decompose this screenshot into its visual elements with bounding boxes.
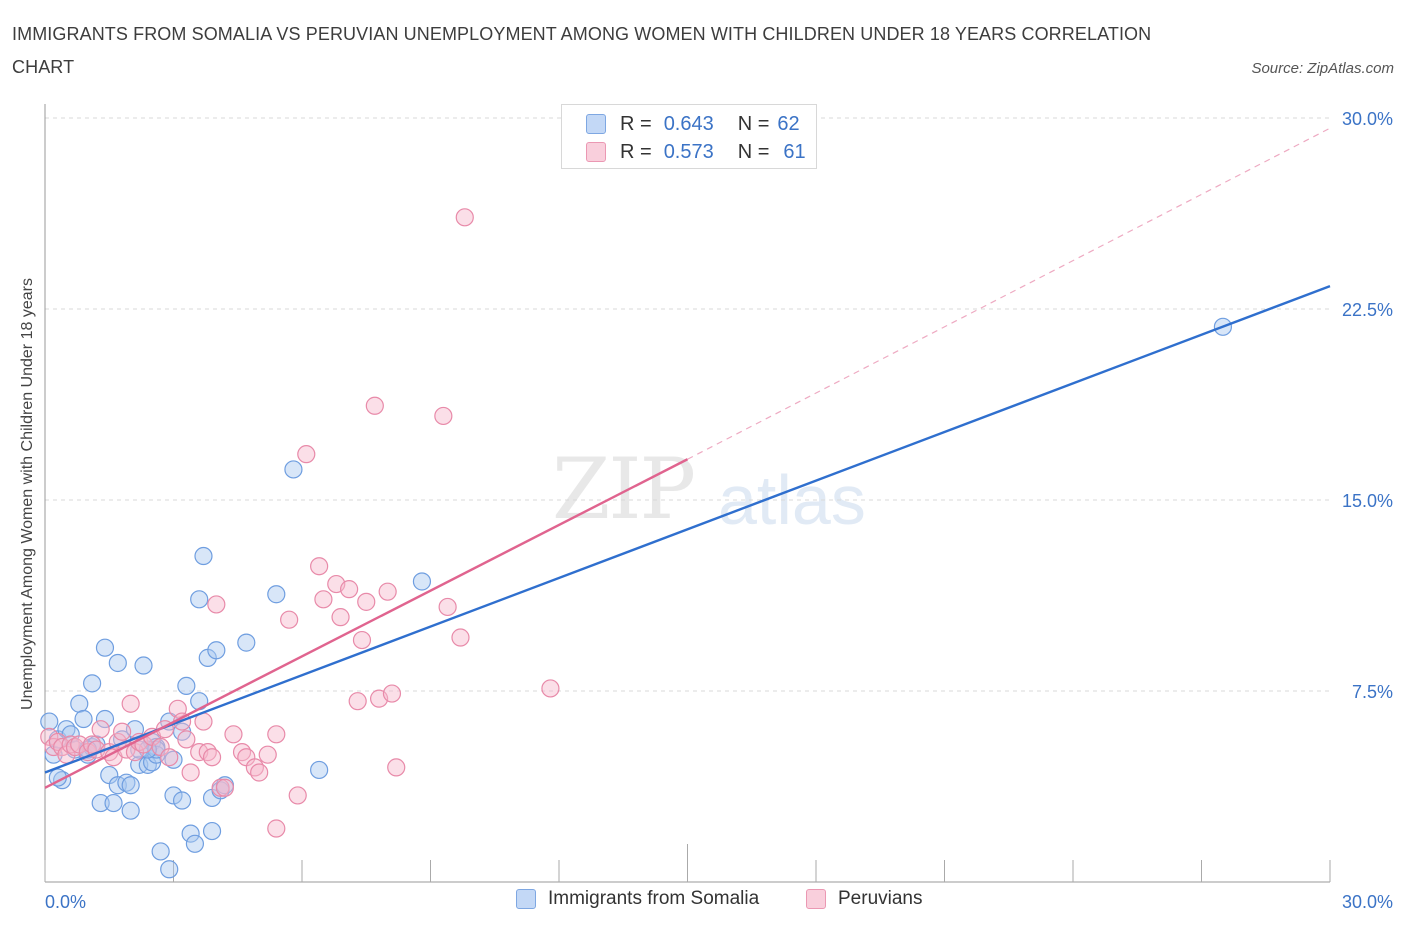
legend-item-somalia[interactable]: Immigrants from Somalia bbox=[516, 888, 759, 910]
y-tick-label: 22.5% bbox=[1342, 300, 1393, 320]
point-peruvians bbox=[177, 730, 196, 749]
point-somalia bbox=[207, 641, 226, 660]
point-peruvians bbox=[365, 396, 384, 415]
legend-r-label: R = bbox=[620, 140, 652, 163]
trendline-peruvians bbox=[44, 458, 689, 789]
series-legend: Immigrants from Somalia Peruvians bbox=[0, 888, 1406, 914]
point-peruvians bbox=[280, 610, 299, 629]
point-peruvians bbox=[340, 580, 359, 599]
point-peruvians bbox=[438, 597, 457, 617]
point-somalia bbox=[190, 590, 209, 609]
trendline-somalia bbox=[44, 284, 1331, 774]
legend-r-value: 0.643 bbox=[663, 112, 714, 135]
y-tick-label: 7.5% bbox=[1352, 682, 1393, 702]
point-somalia bbox=[74, 709, 93, 729]
point-peruvians bbox=[451, 628, 470, 647]
point-somalia bbox=[121, 776, 140, 795]
point-peruvians bbox=[387, 758, 406, 777]
point-peruvians bbox=[258, 745, 277, 764]
point-peruvians bbox=[288, 786, 307, 805]
point-somalia bbox=[412, 572, 432, 591]
legend-r-value: 0.573 bbox=[663, 140, 714, 163]
point-somalia bbox=[310, 760, 329, 780]
point-peruvians bbox=[541, 679, 560, 698]
trendline-peruvians-extension bbox=[687, 127, 1331, 460]
y-tick-label: 30.0% bbox=[1342, 109, 1393, 129]
point-somalia bbox=[284, 460, 303, 479]
point-peruvians bbox=[297, 445, 316, 464]
point-somalia bbox=[134, 656, 153, 675]
watermark-zip: ZIP bbox=[552, 440, 696, 538]
legend-n-label: N = bbox=[737, 140, 770, 163]
point-somalia bbox=[202, 821, 222, 841]
point-somalia bbox=[121, 801, 140, 820]
point-peruvians bbox=[121, 694, 140, 713]
point-peruvians bbox=[40, 727, 59, 746]
point-peruvians bbox=[112, 722, 132, 741]
point-peruvians bbox=[215, 778, 234, 797]
point-somalia bbox=[83, 674, 102, 693]
point-somalia bbox=[164, 786, 183, 805]
point-peruvians bbox=[331, 608, 350, 627]
legend-swatch-peruvians bbox=[586, 142, 606, 162]
legend-swatch-peruvians bbox=[806, 889, 826, 909]
stats-legend: R = 0.643 N = 62 R = 0.573 N = 61 bbox=[561, 104, 817, 169]
point-peruvians bbox=[310, 557, 329, 576]
y-tick-label: 15.0% bbox=[1342, 491, 1393, 511]
legend-row-somalia: R = 0.643 N = 62 bbox=[586, 112, 800, 136]
point-peruvians bbox=[207, 595, 226, 614]
point-peruvians bbox=[357, 592, 376, 611]
legend-r-label: R = bbox=[620, 112, 652, 135]
legend-item-peruvians[interactable]: Peruvians bbox=[806, 888, 923, 910]
point-somalia bbox=[104, 793, 123, 813]
point-peruvians bbox=[202, 748, 222, 767]
chart-source: Source: ZipAtlas.com bbox=[1251, 60, 1394, 77]
point-somalia bbox=[185, 834, 205, 853]
x-tick-label: 0.0% bbox=[45, 892, 86, 912]
legend-label-peruvians: Peruvians bbox=[838, 888, 923, 909]
point-peruvians bbox=[267, 819, 286, 838]
point-peruvians bbox=[224, 725, 243, 744]
point-peruvians bbox=[211, 778, 230, 797]
point-somalia bbox=[70, 694, 89, 713]
point-peruvians bbox=[160, 748, 179, 767]
point-somalia bbox=[40, 712, 59, 731]
point-peruvians bbox=[250, 763, 269, 782]
point-peruvians bbox=[378, 582, 397, 601]
point-peruvians bbox=[352, 630, 372, 650]
legend-row-peruvians: R = 0.573 N = 61 bbox=[586, 140, 806, 164]
point-somalia bbox=[177, 676, 196, 696]
point-somalia bbox=[151, 842, 170, 861]
legend-n-value: 62 bbox=[777, 112, 800, 135]
point-somalia bbox=[160, 860, 179, 879]
point-peruvians bbox=[314, 590, 333, 609]
point-peruvians bbox=[348, 692, 367, 711]
legend-n-label: N = bbox=[737, 112, 770, 135]
x-tick-label: 30.0% bbox=[1342, 892, 1393, 912]
legend-n-value: 61 bbox=[783, 140, 806, 163]
point-peruvians bbox=[434, 406, 453, 426]
chart-title: IMMIGRANTS FROM SOMALIA VS PERUVIAN UNEM… bbox=[12, 24, 1152, 77]
point-peruvians bbox=[91, 720, 110, 739]
point-somalia bbox=[91, 793, 110, 813]
legend-swatch-somalia bbox=[516, 889, 536, 909]
point-peruvians bbox=[382, 684, 402, 703]
point-somalia bbox=[172, 791, 192, 810]
point-somalia bbox=[194, 546, 213, 566]
point-peruvians bbox=[267, 725, 286, 744]
legend-label-somalia: Immigrants from Somalia bbox=[548, 888, 760, 909]
point-somalia bbox=[267, 585, 286, 604]
point-somalia bbox=[95, 638, 115, 657]
point-peruvians bbox=[455, 208, 474, 227]
point-somalia bbox=[108, 653, 127, 673]
point-somalia bbox=[181, 824, 200, 843]
legend-swatch-somalia bbox=[586, 114, 606, 134]
point-somalia bbox=[237, 633, 256, 652]
point-peruvians bbox=[181, 763, 200, 782]
point-somalia bbox=[95, 709, 115, 729]
